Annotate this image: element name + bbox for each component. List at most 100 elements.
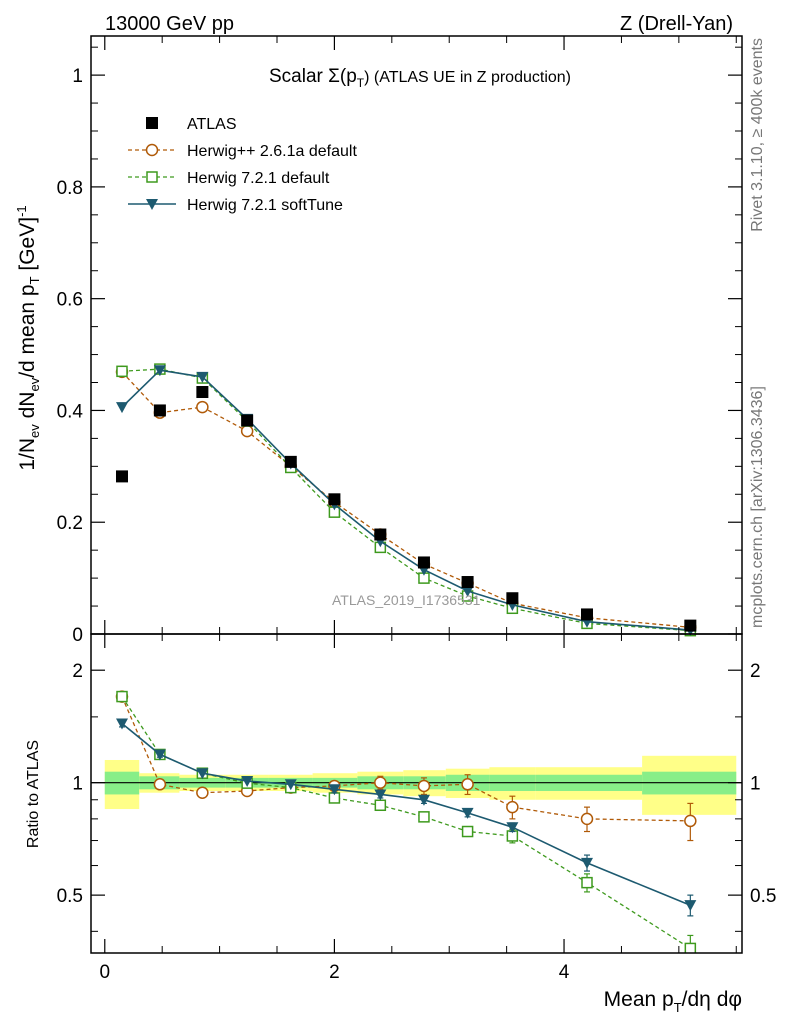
data-point-atlas — [153, 404, 166, 417]
ylabel-part-a: 1/N — [16, 438, 39, 471]
ylabel-part-c: /d mean p — [16, 284, 39, 377]
ratio-point-herwig-7-2-1-softtune — [417, 794, 430, 806]
ratio-line-herwig-2-6-1a-default — [121, 696, 691, 822]
ylabel-part-b: dN — [16, 392, 39, 425]
ratio-point-herwig-7-2-1-softtune — [116, 718, 128, 730]
ratio-point-herwig-7-2-1-default — [374, 799, 387, 812]
legend-marker-herwigpp — [145, 143, 159, 157]
x-tick-label: 4 — [559, 962, 570, 983]
main-y-tick-label: 0.6 — [57, 290, 83, 311]
ratio-y-tick-label-right: 2 — [750, 661, 761, 682]
main-y-tick-label: 0.4 — [57, 401, 84, 422]
xlabel-part-a: Mean p — [604, 988, 674, 1011]
ylabel-sup: -1 — [14, 205, 29, 217]
ratio-point-herwig-7-2-1-softtune — [684, 900, 697, 912]
ratio-y-tick-label-right: 1 — [750, 774, 761, 795]
data-point-atlas — [284, 455, 297, 468]
ratio-point-herwig-7-2-1-softtune — [506, 822, 519, 834]
ratio-point-herwig-7-2-1-default — [116, 690, 128, 703]
ratio-point-herwig-7-2-1-softtune — [241, 776, 254, 788]
main-y-tick-label: 0.8 — [57, 178, 83, 199]
data-point-atlas — [417, 556, 430, 569]
chart-title-sub: T — [357, 76, 365, 90]
data-point-atlas — [328, 493, 341, 506]
ylabel-sub-1: ev — [27, 424, 42, 438]
legend-label-herwigpp: Herwig++ 2.6.1a default — [187, 143, 357, 160]
data-point-atlas — [684, 619, 697, 632]
legend-label-atlas: ATLAS — [187, 116, 237, 133]
xlabel-sub: T — [674, 1000, 682, 1015]
ratio-y-tick-label-left: 0.5 — [57, 886, 83, 907]
x-tick-label: 2 — [329, 962, 340, 983]
ratio-point-herwig-7-2-1-softtune — [284, 779, 297, 791]
main-y-axis-label: 1/Nev dNev/d mean pT [GeV]-1 — [14, 205, 42, 470]
data-point-herwig-2-6-1a-default — [240, 424, 254, 438]
side-label-rivet: Rivet 3.1.10, ≥ 400k events — [749, 38, 766, 232]
data-point-atlas — [196, 386, 209, 399]
ratio-y-tick-label-left: 2 — [72, 661, 83, 682]
data-point-herwig-7-2-1-default — [116, 365, 128, 378]
ratio-line-herwig-7-2-1-softtune — [121, 722, 691, 906]
ratio-point-herwig-2-6-1a-default — [374, 776, 387, 789]
ratio-y-tick-label-right: 0.5 — [750, 886, 776, 907]
ratio-plot-panel: 0.5 0.5 1 1 2 2 0 2 4 — [57, 633, 776, 983]
ratio-point-herwig-2-6-1a-default — [461, 778, 474, 791]
series-atlas — [116, 386, 697, 632]
ratio-point-herwig-2-6-1a-default — [684, 814, 697, 828]
data-point-herwig-7-2-1-softtune — [153, 365, 166, 377]
ratio-series-herwig-2-6-1a-default — [115, 690, 697, 842]
ratio-series-herwig-7-2-1-softtune — [116, 718, 697, 917]
data-point-herwig-7-2-1-softtune — [116, 402, 128, 414]
ratio-point-herwig-7-2-1-default — [418, 811, 430, 823]
series-line-herwig-7-2-1-softtune — [121, 369, 691, 631]
header-left: 13000 GeV pp — [105, 13, 234, 35]
main-y-tick-label: 1 — [72, 66, 83, 87]
ratio-point-herwig-2-6-1a-default — [580, 812, 594, 826]
data-point-herwig-2-6-1a-default — [196, 400, 209, 414]
series-line-herwig-2-6-1a-default — [121, 371, 691, 628]
ylabel-sub-3: T — [27, 276, 42, 284]
legend-marker-herwig7-default — [146, 171, 158, 183]
ylabel-sub-2: ev — [27, 377, 42, 391]
data-point-herwig-7-2-1-softtune — [196, 371, 209, 383]
chart-title-a: Scalar Σ(p — [269, 66, 357, 87]
xlabel-part-b: /dη dφ — [682, 988, 742, 1011]
ratio-point-herwig-7-2-1-softtune — [581, 857, 593, 869]
ratio-point-herwig-2-6-1a-default — [196, 786, 209, 799]
ratio-point-herwig-7-2-1-softtune — [461, 807, 474, 819]
ratio-point-herwig-7-2-1-softtune — [153, 749, 166, 761]
side-label-mcplots: mcplots.cern.ch [arXiv:1306.3436] — [749, 386, 766, 628]
data-point-atlas — [374, 528, 387, 541]
ratio-point-herwig-7-2-1-softtune — [374, 789, 387, 801]
legend: ATLAS Herwig++ 2.6.1a default Herwig 7.2… — [128, 116, 357, 214]
ratio-y-axis-label: Ratio to ATLAS — [25, 740, 42, 848]
chart-title-b: ) (ATLAS UE in Z production) — [364, 69, 571, 86]
x-tick-label: 0 — [99, 962, 110, 983]
legend-marker-herwig7-softtune — [146, 199, 158, 210]
ratio-point-herwig-2-6-1a-default — [153, 778, 167, 791]
ratio-point-herwig-2-6-1a-default — [506, 800, 519, 814]
ratio-plot-frame — [90, 633, 743, 954]
ratio-point-herwig-7-2-1-softtune — [328, 784, 341, 796]
chart-title: Scalar Σ(pT) (ATLAS UE in Z production) — [269, 66, 571, 90]
ratio-series-herwig-7-2-1-default — [116, 690, 697, 953]
main-plot-panel: 0 0.2 0.4 0.6 0.8 1 — [57, 35, 743, 646]
ratio-point-herwig-2-6-1a-default — [417, 779, 431, 793]
analysis-watermark: ATLAS_2019_I1736531 — [332, 592, 481, 608]
ratio-point-herwig-7-2-1-default — [461, 825, 474, 838]
legend-marker-atlas — [146, 117, 158, 129]
data-point-atlas — [581, 608, 593, 621]
main-y-tick-label: 0.2 — [57, 513, 83, 534]
data-point-atlas — [241, 414, 254, 427]
ratio-line-herwig-7-2-1-default — [121, 696, 691, 949]
ratio-point-herwig-7-2-1-default — [684, 942, 697, 953]
ratio-point-herwig-7-2-1-default — [581, 876, 593, 889]
ratio-y-tick-label-left: 1 — [72, 774, 83, 795]
legend-label-herwig7-default: Herwig 7.2.1 default — [187, 170, 330, 187]
data-point-atlas — [506, 592, 519, 605]
main-y-tick-label: 0 — [72, 625, 83, 646]
header-right: Z (Drell-Yan) — [620, 13, 733, 35]
data-point-herwig-7-2-1-softtune — [461, 585, 474, 597]
legend-label-herwig7-softtune: Herwig 7.2.1 softTune — [187, 197, 343, 214]
